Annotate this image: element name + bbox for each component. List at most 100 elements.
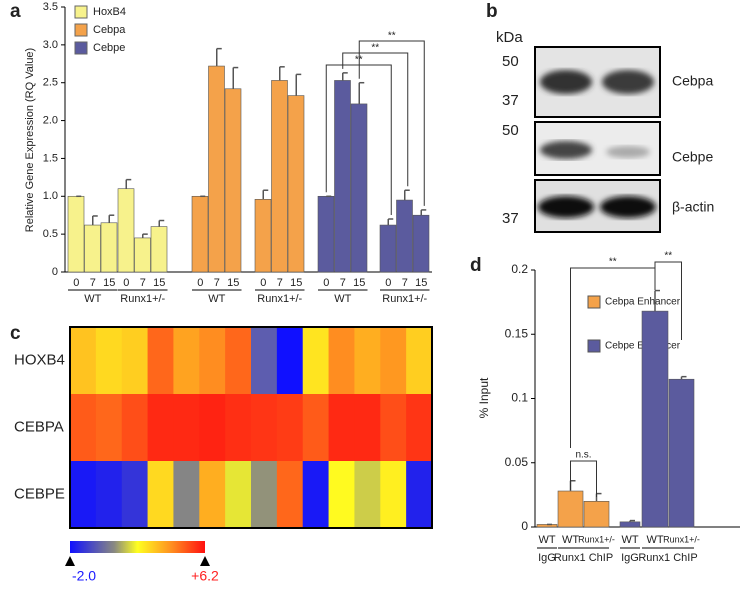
bar — [287, 95, 305, 273]
bar — [84, 224, 101, 273]
heatmap-cell — [121, 327, 149, 395]
y-tick-label: 3.5 — [43, 1, 58, 13]
heatmap-cell — [95, 461, 123, 529]
bar — [557, 490, 584, 528]
heatmap-cell — [199, 461, 226, 529]
heatmap-border — [69, 326, 433, 529]
x-tick-label: 7 — [90, 277, 96, 289]
bar — [134, 237, 151, 273]
x-tick-label: 0 — [385, 277, 391, 289]
heatmap-cell — [147, 461, 174, 529]
y-tick-label: 0.05 — [505, 455, 529, 469]
panel-letter: c — [10, 323, 21, 344]
band — [538, 196, 594, 218]
heatmap-cell — [354, 394, 381, 462]
colorbar — [70, 541, 205, 553]
group-label: WT — [334, 293, 351, 305]
x-tick-label: 0 — [73, 277, 79, 289]
legend-label: Cebpa — [93, 24, 126, 36]
marker-label: 50 — [502, 53, 519, 70]
x-tick-label: Runx1+/- — [578, 534, 615, 544]
legend-swatch — [74, 23, 88, 37]
bar — [350, 103, 368, 273]
x-tick-label: 15 — [227, 277, 239, 289]
western-blot: b kDa 50 37 50 37 Cebpa Cebpe β-actin — [486, 1, 714, 233]
x-tick-label: 7 — [140, 277, 146, 289]
heatmap-cell — [406, 461, 433, 529]
x-tick-label: WT — [562, 534, 579, 546]
bar — [67, 195, 85, 273]
x-tick-label: 0 — [197, 277, 203, 289]
bar — [668, 378, 695, 528]
significance-label: ** — [388, 31, 396, 42]
group-label: WT — [208, 293, 225, 305]
protein-label: β-actin — [672, 199, 714, 215]
bar — [396, 199, 413, 273]
bar — [208, 65, 225, 273]
panel-letter: a — [10, 1, 21, 22]
heatmap-cell — [121, 394, 149, 462]
group-label: Runx1 ChIP — [638, 552, 697, 564]
heatmap-cell — [95, 394, 123, 462]
band — [540, 141, 592, 159]
heatmap-cell — [302, 461, 330, 529]
heatmap-cell — [199, 327, 226, 395]
bar — [317, 195, 335, 273]
x-tick-label: 7 — [214, 277, 220, 289]
significance-bracket — [342, 52, 409, 187]
significance-bracket — [358, 40, 425, 206]
heatmap-cell — [70, 461, 97, 529]
heatmap-cell — [70, 394, 97, 462]
bar — [334, 80, 351, 273]
x-tick-label: 7 — [402, 277, 408, 289]
y-tick-label: 2.5 — [43, 77, 58, 89]
y-tick-label: 1.0 — [43, 190, 58, 202]
x-tick-label: WT — [538, 534, 555, 546]
group-label: IgG — [538, 552, 556, 564]
y-tick-label: 0 — [521, 519, 528, 533]
legend-swatch — [74, 41, 88, 55]
x-tick-label: 0 — [123, 277, 129, 289]
x-tick-label: 15 — [353, 277, 365, 289]
band — [540, 70, 592, 94]
heatmap-cell — [121, 461, 149, 529]
heatmap-cell — [354, 461, 381, 529]
panel-letter: d — [470, 255, 482, 276]
heatmap-cell — [173, 394, 200, 462]
group-label: Runx1+/- — [382, 293, 427, 305]
heatmap-cell — [302, 394, 330, 462]
heatmap-cell — [173, 461, 200, 529]
heatmap-cell — [276, 394, 304, 462]
legend-label: Cebpe — [93, 42, 125, 54]
heatmap-cell — [225, 461, 252, 529]
band — [602, 70, 654, 94]
colorbar-label: -2.0 — [72, 568, 96, 584]
heatmap-cell — [70, 327, 97, 395]
heatmap-cell — [276, 327, 304, 395]
y-tick-label: 2.0 — [43, 114, 58, 126]
bar — [150, 226, 168, 273]
colorbar-label: +6.2 — [191, 568, 219, 584]
significance-bracket — [570, 460, 597, 497]
heatmap-cell — [328, 461, 355, 529]
legend-swatch — [74, 5, 88, 19]
y-axis-label: Relative Gene Expression (RQ Value) — [24, 48, 36, 232]
bar — [583, 500, 610, 528]
heatmap-cell — [354, 327, 381, 395]
colorbar-tick — [200, 556, 210, 566]
bar — [191, 195, 209, 273]
x-tick-label: 0 — [323, 277, 329, 289]
heatmap-cell — [328, 327, 355, 395]
x-tick-label: 0 — [260, 277, 266, 289]
significance-label: ** — [664, 251, 672, 262]
y-tick-label: 0.1 — [511, 391, 528, 405]
panel-letter: b — [486, 1, 498, 22]
x-tick-label: 7 — [340, 277, 346, 289]
y-tick-label: 1.5 — [43, 152, 58, 164]
heatmap-cell — [199, 394, 226, 462]
legend-label: HoxB4 — [93, 6, 126, 18]
heatmap-cell — [225, 394, 252, 462]
significance-label: ** — [609, 257, 617, 268]
marker-label: 37 — [502, 92, 519, 109]
